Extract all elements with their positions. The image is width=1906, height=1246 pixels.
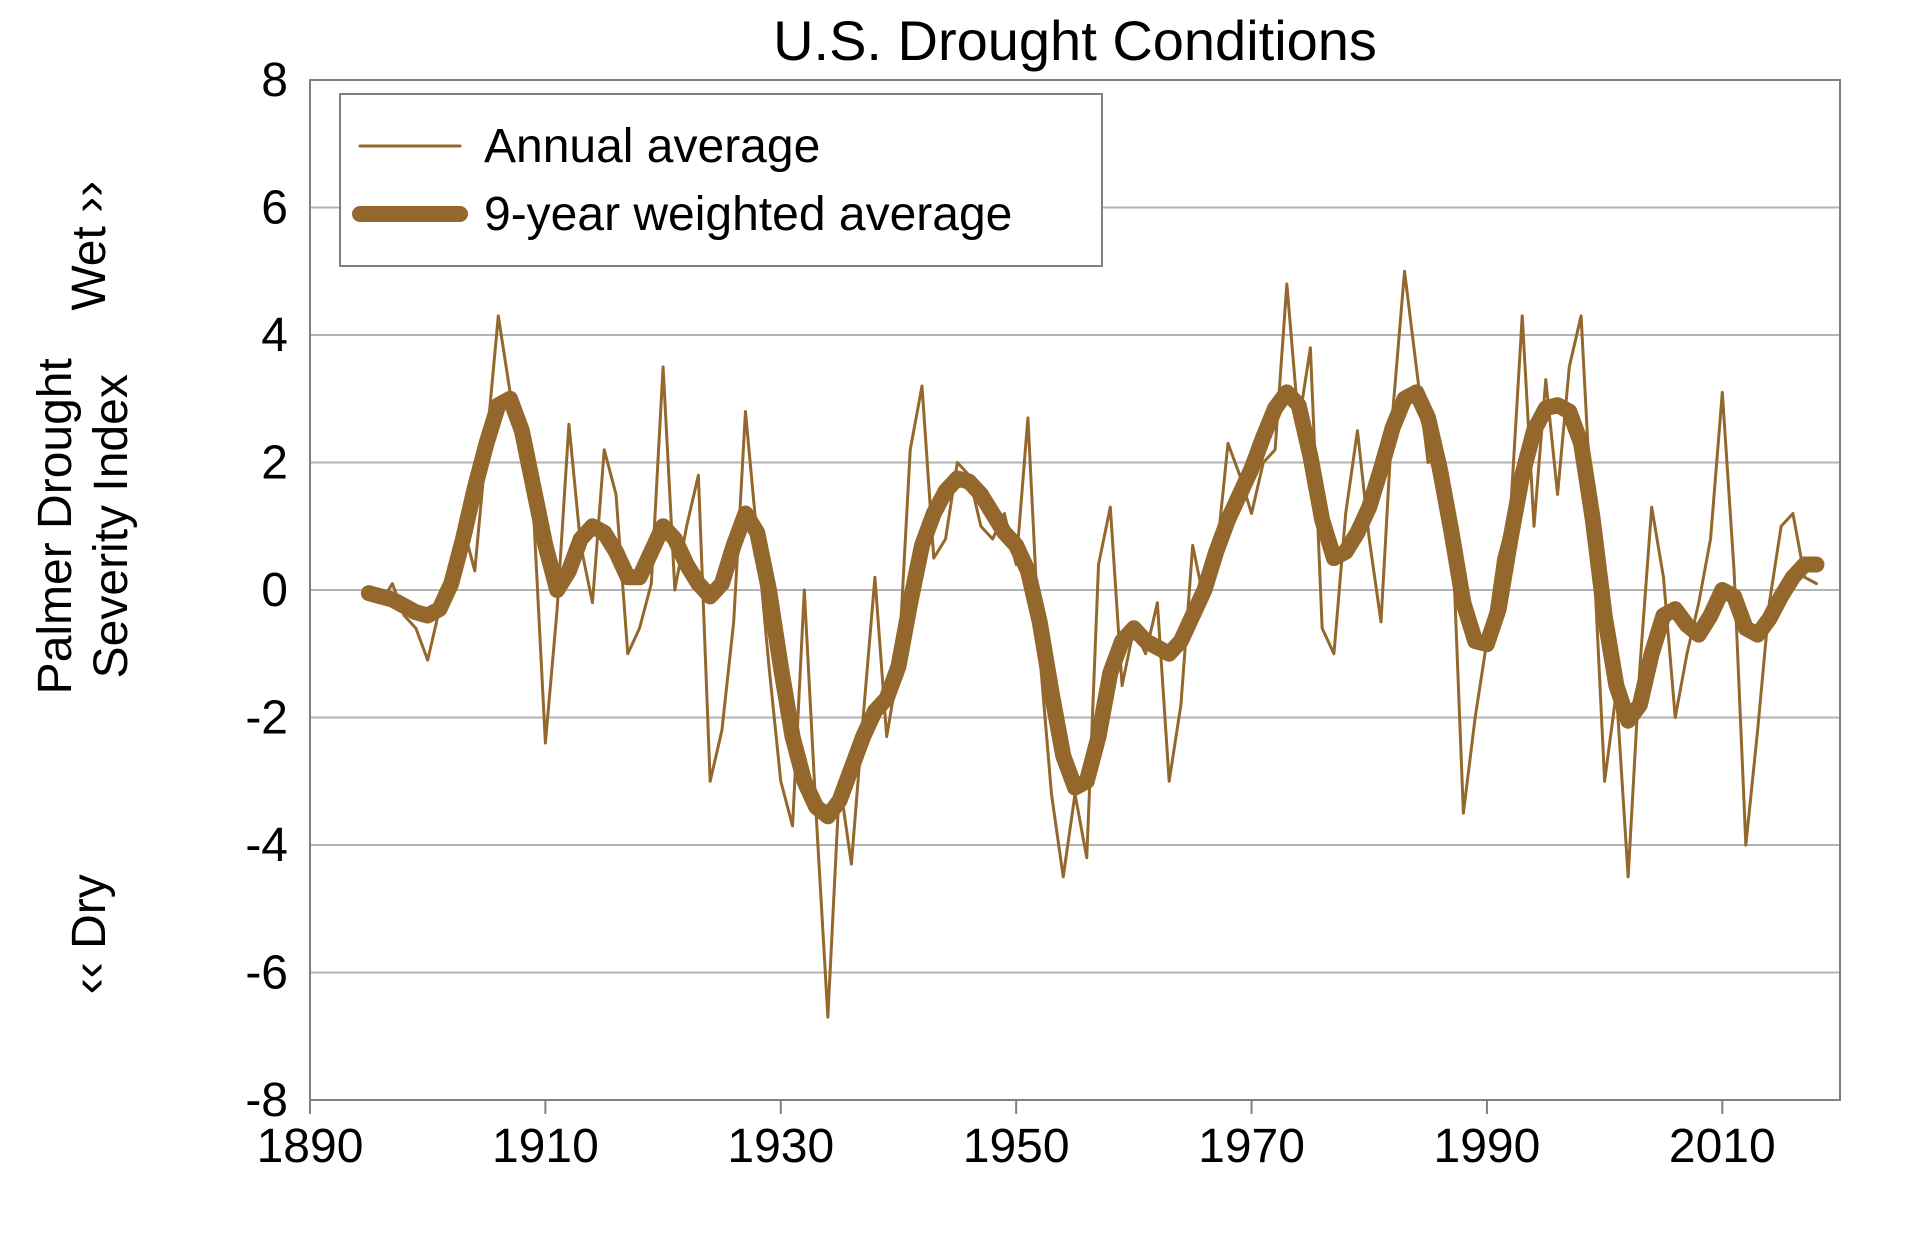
y-tick-label: 8 — [261, 54, 288, 107]
x-tick-label: 1950 — [963, 1120, 1070, 1173]
y-tick-label: 2 — [261, 437, 288, 490]
x-tick-label: 1930 — [727, 1120, 834, 1173]
x-tick-label: 1990 — [1434, 1120, 1541, 1173]
y-annotation-dry: ‹‹ Dry — [63, 874, 116, 994]
legend-label: Annual average — [484, 120, 820, 173]
y-tick-label: -4 — [245, 819, 288, 872]
y-axis-title-line2: Severity Index — [85, 374, 138, 678]
x-tick-label: 1970 — [1198, 1120, 1305, 1173]
chart-svg: U.S. Drought Conditions-8-6-4-2024681890… — [0, 0, 1906, 1246]
y-tick-label: 0 — [261, 564, 288, 617]
y-axis-title-line1: Palmer Drought — [29, 358, 82, 694]
y-tick-label: -2 — [245, 692, 288, 745]
legend-label: 9-year weighted average — [484, 188, 1012, 241]
x-tick-label: 2010 — [1669, 1120, 1776, 1173]
x-tick-label: 1890 — [257, 1120, 364, 1173]
y-annotation-wet: Wet ›› — [63, 181, 116, 311]
chart-title: U.S. Drought Conditions — [773, 9, 1377, 72]
y-tick-label: 6 — [261, 182, 288, 235]
chart-container: U.S. Drought Conditions-8-6-4-2024681890… — [0, 0, 1906, 1246]
x-tick-label: 1910 — [492, 1120, 599, 1173]
y-tick-label: -6 — [245, 947, 288, 1000]
y-tick-label: 4 — [261, 309, 288, 362]
